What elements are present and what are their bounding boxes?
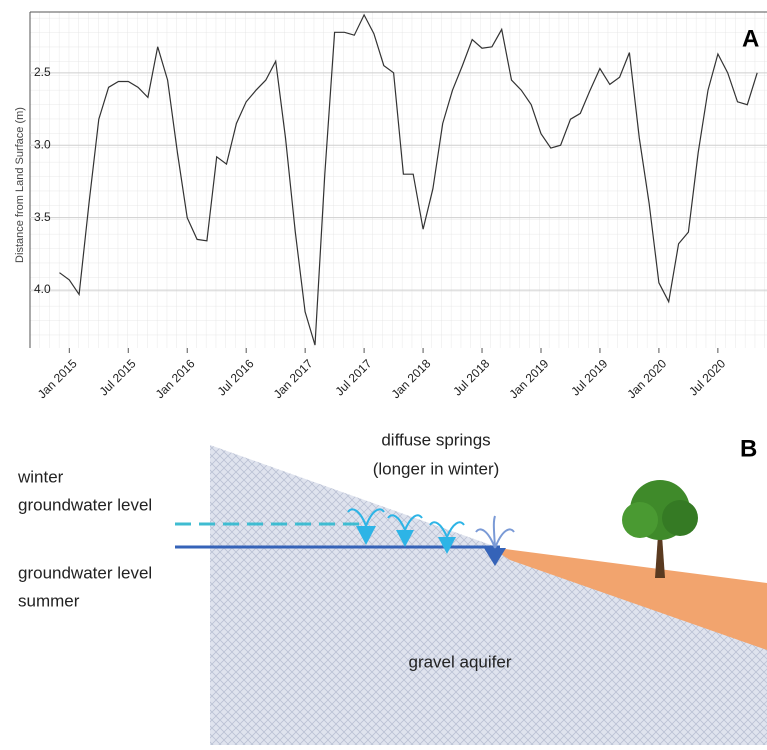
x-tick-label: Jan 2018 — [389, 356, 434, 401]
x-tick-label: Jan 2016 — [153, 356, 198, 401]
minor-grid — [30, 12, 767, 348]
y-axis-title: Distance from Land Surface (m) — [14, 107, 26, 263]
springs-label: (longer in winter) — [373, 459, 500, 478]
x-tick-label: Jul 2019 — [568, 356, 610, 398]
x-tick-label: Jan 2020 — [624, 356, 669, 401]
x-tick-label: Jul 2020 — [686, 356, 728, 398]
panel-label: A — [742, 25, 759, 52]
y-tick-label: 3.5 — [34, 210, 51, 224]
summer-label: groundwater level — [18, 563, 152, 582]
springs — [356, 526, 506, 566]
winter-label: winter — [17, 467, 64, 486]
y-tick-label: 2.5 — [34, 65, 51, 79]
springs-label: diffuse springs — [381, 430, 490, 449]
gravel-aquifer — [210, 445, 767, 745]
x-tick-label: Jan 2015 — [35, 356, 80, 401]
y-tick-label: 3.0 — [34, 137, 51, 151]
data-line — [59, 13, 758, 346]
x-tick-label: Jul 2017 — [332, 356, 374, 398]
y-tick-label: 4.0 — [34, 282, 51, 296]
x-tick-label: Jan 2017 — [271, 356, 316, 401]
x-tick-label: Jul 2018 — [450, 356, 492, 398]
aquifer-label: gravel aquifer — [408, 652, 511, 671]
panel-label: B — [740, 435, 757, 462]
x-tick-label: Jan 2019 — [507, 356, 552, 401]
winter-label: groundwater level — [18, 495, 152, 514]
chart-a: A Distance from Land Surface (m) 2.5 3.0 3… — [14, 11, 767, 401]
clay-layer — [490, 547, 767, 650]
spring-jets — [347, 508, 515, 549]
diagram-b: B diffuse springs (longer in winter) win… — [17, 430, 767, 745]
x-tick-label: Jul 2015 — [97, 356, 139, 398]
x-tick-label: Jul 2016 — [215, 356, 257, 398]
tree — [622, 480, 698, 578]
summer-label: summer — [18, 591, 80, 610]
